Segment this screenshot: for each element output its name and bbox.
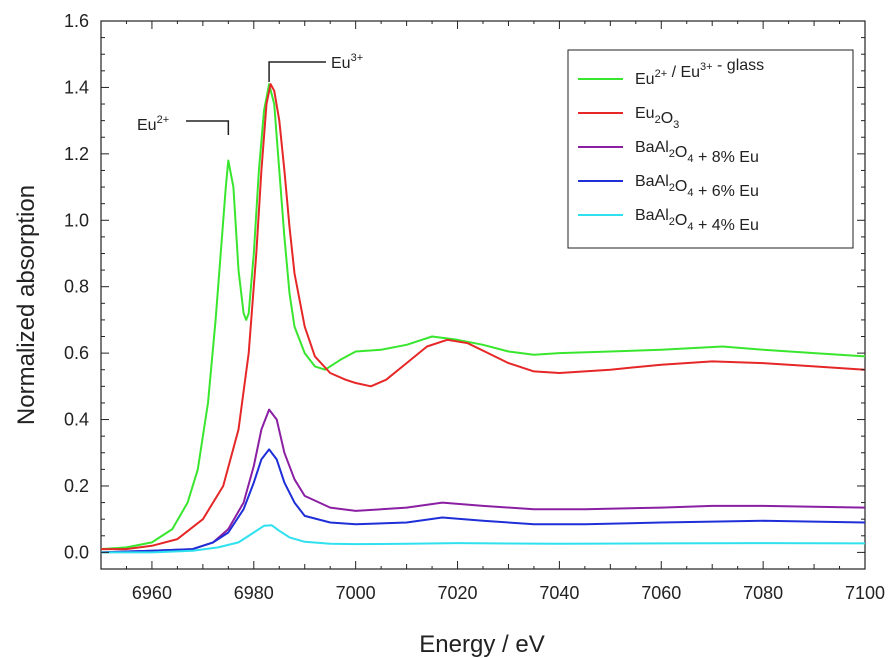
y-tick-label: 0.2 <box>64 476 89 496</box>
x-tick-label: 6960 <box>132 583 172 603</box>
legend-label-5: BaAl2O4 + 4% Eu <box>635 207 759 234</box>
series-line-4 <box>100 448 866 554</box>
series-line-3 <box>100 408 866 554</box>
legend-label-4: BaAl2O4 + 6% Eu <box>635 173 759 200</box>
y-axis-title: Normalized absorption <box>13 185 40 425</box>
legend: Eu2+ / Eu3+ - glass Eu2O3 BaAl2O4 + 8% Eu B… <box>567 49 854 249</box>
series-line-5 <box>101 524 866 554</box>
annotations-group: Eu2+ Eu3+ <box>137 52 363 135</box>
y-tick-label: 1.2 <box>64 144 89 164</box>
y-tick-label: 0.6 <box>64 343 89 363</box>
x-tick-label: 6980 <box>234 583 274 603</box>
x-tick-label: 7000 <box>336 583 376 603</box>
x-tick-label: 7020 <box>438 583 478 603</box>
series-line-2 <box>101 83 866 551</box>
ticks-group: 6960 6980 7000 7020 7040 7060 7080 7100 0.0 0.2 0.… <box>64 11 885 603</box>
x-tick-label: 7040 <box>539 583 579 603</box>
x-tick-label: 7080 <box>743 583 783 603</box>
y-tick-label: 1.0 <box>64 210 89 230</box>
y-tick-label: 1.6 <box>64 11 89 31</box>
y-tick-label: 1.4 <box>64 77 89 97</box>
series-line-1 <box>100 83 866 551</box>
y-tick-label: 0.8 <box>64 277 89 297</box>
series-group <box>100 83 866 554</box>
x-axis-title: Energy / eV <box>419 631 544 658</box>
x-tick-label: 7100 <box>845 583 885 603</box>
y-tick-label: 0.4 <box>64 410 89 430</box>
legend-label-1: Eu2+ / Eu3+ - glass <box>635 57 764 88</box>
annotation-eu3-bracket <box>268 61 326 82</box>
annotation-eu2-bracket <box>186 120 230 135</box>
annotation-eu3-label: Eu3+ <box>331 52 363 72</box>
annotation-eu2-label: Eu2+ <box>137 114 169 134</box>
x-tick-label: 7060 <box>641 583 681 603</box>
y-tick-label: 0.0 <box>64 542 89 562</box>
legend-label-3: BaAl2O4 + 8% Eu <box>635 139 759 166</box>
legend-label-2: Eu2O3 <box>635 105 679 131</box>
